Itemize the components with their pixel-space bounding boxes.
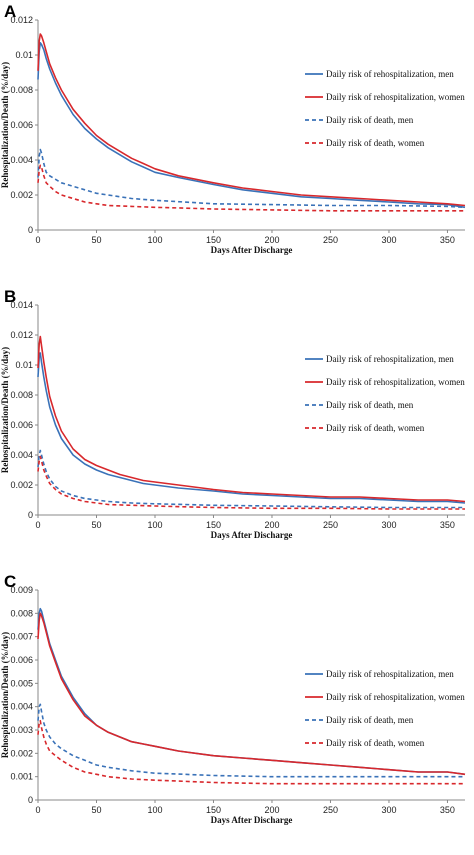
y-tick-label: 0.006 <box>10 655 33 665</box>
chart-panel-a: A 0 0.002 0.004 0.006 0.008 0.01 0.012 0 50 100 15… <box>0 0 474 285</box>
series-line-1 <box>37 352 466 504</box>
series-line-2 <box>37 33 466 207</box>
x-tick-label: 250 <box>323 805 338 815</box>
y-tick-label: 0.002 <box>10 748 33 758</box>
x-tick-label: 350 <box>440 235 455 245</box>
legend-label-3: Daily risk of death, men <box>326 115 414 125</box>
y-tick-label: 0.002 <box>10 480 33 490</box>
x-tick-label: 250 <box>323 520 338 530</box>
y-tick-label: 0.006 <box>10 120 33 130</box>
x-tick-label: 150 <box>206 235 221 245</box>
x-tick-label: 250 <box>323 235 338 245</box>
x-tick-label: 350 <box>440 520 455 530</box>
legend-label-1: Daily risk of rehospitalization, men <box>326 669 454 679</box>
panel-letter-b: B <box>4 287 16 306</box>
series-line-4 <box>37 455 465 510</box>
y-tick-label: 0.006 <box>10 420 33 430</box>
legend-label-3: Daily risk of death, men <box>326 715 414 725</box>
x-axis-title: Days After Discharge <box>211 245 293 255</box>
y-axis-title: Rehospitalization/Death (%/day) <box>0 62 10 188</box>
y-tick-label: 0.001 <box>10 772 33 782</box>
legend-label-2: Daily risk of rehospitalization, women <box>326 377 465 387</box>
x-tick-label: 0 <box>35 235 40 245</box>
panel-letter-a: A <box>4 2 16 21</box>
y-tick-label: 0.008 <box>10 390 33 400</box>
x-tick-label: 50 <box>91 805 101 815</box>
legend-label-4: Daily risk of death, women <box>326 138 425 148</box>
y-tick-label: 0.014 <box>10 300 33 310</box>
y-tick-label: 0 <box>28 795 33 805</box>
series-line-3 <box>37 449 465 509</box>
x-tick-label: 200 <box>264 235 279 245</box>
x-tick-label: 300 <box>381 520 396 530</box>
x-tick-label: 300 <box>381 805 396 815</box>
legend-label-1: Daily risk of rehospitalization, men <box>326 354 454 364</box>
series-line-1 <box>37 41 466 209</box>
x-tick-label: 200 <box>264 520 279 530</box>
x-axis-title: Days After Discharge <box>211 815 293 825</box>
y-tick-label: 0.012 <box>10 330 33 340</box>
x-tick-label: 100 <box>147 805 162 815</box>
legend-label-3: Daily risk of death, men <box>326 400 414 410</box>
y-tick-label: 0.009 <box>10 585 33 595</box>
y-tick-label: 0.004 <box>10 155 33 165</box>
panel-letter-c: C <box>4 572 16 591</box>
legend-label-4: Daily risk of death, women <box>326 423 425 433</box>
legend-label-4: Daily risk of death, women <box>326 738 425 748</box>
y-tick-label: 0.002 <box>10 190 33 200</box>
x-tick-label: 50 <box>91 235 101 245</box>
x-tick-label: 100 <box>147 235 162 245</box>
x-tick-label: 300 <box>381 235 396 245</box>
legend-label-1: Daily risk of rehospitalization, men <box>326 69 454 79</box>
y-tick-label: 0.01 <box>15 360 33 370</box>
x-tick-label: 350 <box>440 805 455 815</box>
chart-panel-c: C 0 0.001 0.002 0.003 0.004 0.005 0.006 0.007 0.… <box>0 570 474 855</box>
series-line-2 <box>37 612 466 776</box>
legend-label-2: Daily risk of rehospitalization, women <box>326 92 465 102</box>
series-line-3 <box>37 703 465 778</box>
legend-label-2: Daily risk of rehospitalization, women <box>326 692 465 702</box>
y-tick-label: 0.012 <box>10 15 33 25</box>
series-line-3 <box>37 148 466 209</box>
series-line-4 <box>37 164 465 212</box>
y-tick-label: 0.004 <box>10 702 33 712</box>
y-tick-label: 0.007 <box>10 632 33 642</box>
y-axis-title: Rehospitalization/Death (%/day) <box>0 632 10 758</box>
x-tick-label: 200 <box>264 805 279 815</box>
x-tick-label: 150 <box>206 805 221 815</box>
x-tick-label: 150 <box>206 520 221 530</box>
y-tick-label: 0.01 <box>15 50 33 60</box>
chart-svg-b: B 0 0.002 0.004 0.006 0.008 0.01 0.012 0.014 0 50… <box>0 287 466 540</box>
chart-svg-c: C 0 0.001 0.002 0.003 0.004 0.005 0.006 0.007 0.… <box>0 572 466 825</box>
y-tick-label: 0.008 <box>10 608 33 618</box>
x-tick-label: 50 <box>91 520 101 530</box>
x-tick-label: 0 <box>35 805 40 815</box>
y-tick-label: 0.005 <box>10 678 33 688</box>
chart-panel-b: B 0 0.002 0.004 0.006 0.008 0.01 0.012 0.014 0 50… <box>0 285 474 570</box>
x-tick-label: 100 <box>147 520 162 530</box>
y-axis-title: Rehospitalization/Death (%/day) <box>0 347 10 473</box>
x-axis-title: Days After Discharge <box>211 530 293 540</box>
x-tick-label: 0 <box>35 520 40 530</box>
y-tick-label: 0.003 <box>10 725 33 735</box>
y-tick-label: 0 <box>28 225 33 235</box>
series-line-2 <box>37 335 466 503</box>
series-line-4 <box>37 719 465 785</box>
chart-svg-a: A 0 0.002 0.004 0.006 0.008 0.01 0.012 0 50 100 15… <box>0 2 466 255</box>
y-tick-label: 0.008 <box>10 85 33 95</box>
y-tick-label: 0.004 <box>10 450 33 460</box>
y-tick-label: 0 <box>28 510 33 520</box>
